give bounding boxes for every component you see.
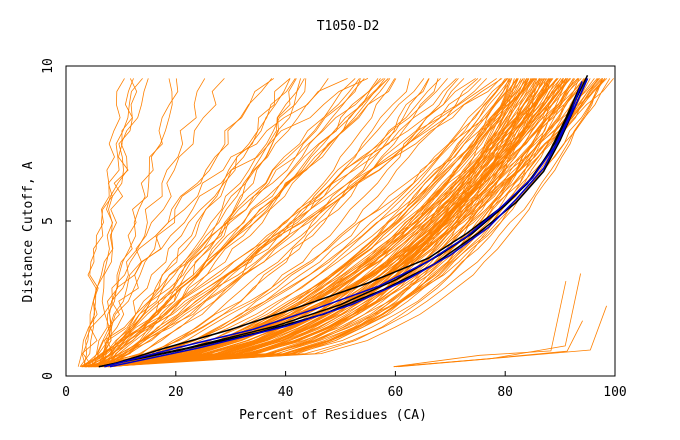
model-line (90, 78, 225, 367)
y-tick-label: 5 (41, 217, 56, 225)
chart-title: T1050-D2 (317, 19, 380, 34)
model-line (102, 78, 386, 368)
model-line (102, 78, 369, 367)
model-line (106, 78, 530, 368)
model-line (104, 78, 524, 368)
model-line (100, 78, 173, 367)
model-line (101, 78, 448, 368)
model-line (101, 78, 534, 368)
model-line (82, 78, 125, 367)
model-line (100, 78, 476, 368)
model-line (105, 78, 564, 368)
y-tick-label: 0 (41, 372, 56, 380)
model-line (86, 78, 497, 367)
model-line (96, 78, 586, 368)
model-line (81, 78, 365, 368)
model-line (95, 78, 307, 367)
highlight-line-blue-2 (109, 78, 589, 368)
model-line (94, 78, 430, 368)
model-line (106, 78, 396, 368)
x-axis-label: Percent of Residues (CA) (239, 408, 427, 423)
model-line (97, 78, 508, 368)
model-line (97, 78, 291, 367)
model-line (108, 78, 506, 368)
model-line (91, 78, 546, 368)
model-line (88, 78, 604, 368)
model-line (89, 78, 541, 368)
model-line (88, 78, 529, 368)
x-tick-label: 40 (278, 385, 294, 400)
y-tick-label: 10 (41, 58, 56, 74)
model-line (86, 78, 554, 368)
model-line (90, 78, 519, 368)
model-line (89, 78, 558, 368)
model-line (102, 78, 509, 368)
y-axis-label: Distance Cutoff, A (21, 161, 36, 302)
series-layer (77, 74, 614, 368)
model-line (92, 78, 296, 368)
model-line (79, 78, 389, 368)
model-line (85, 78, 535, 368)
model-line (88, 78, 549, 368)
model-line (104, 78, 381, 367)
model-line (103, 78, 273, 367)
model-line (88, 78, 603, 368)
model-line (98, 78, 329, 367)
x-tick-label: 60 (388, 385, 404, 400)
x-tick-label: 20 (168, 385, 184, 400)
model-line (84, 78, 602, 368)
model-line-low (395, 320, 583, 368)
model-line (83, 78, 348, 367)
model-line (81, 78, 509, 368)
model-line (92, 78, 482, 368)
model-line (88, 78, 558, 368)
model-line (111, 78, 397, 367)
model-line (111, 78, 430, 368)
model-line (98, 78, 206, 367)
x-tick-label: 80 (497, 385, 513, 400)
highlight-line-black-1 (98, 78, 589, 368)
model-line (87, 78, 301, 368)
model-line (103, 78, 457, 368)
model-line (98, 78, 561, 368)
model-line (92, 78, 391, 368)
model-line (87, 78, 575, 368)
model-line (110, 78, 567, 368)
model-line (91, 78, 567, 368)
model-line (83, 78, 502, 368)
x-tick-label: 0 (62, 385, 70, 400)
model-line (96, 78, 138, 367)
model-line (90, 78, 587, 368)
model-line (98, 78, 459, 368)
model-line (88, 78, 361, 368)
x-tick-label: 100 (603, 385, 626, 400)
model-line (90, 78, 439, 368)
model-line (96, 78, 510, 368)
x-axis-ticks: 0 20 40 60 80 100 (62, 371, 627, 400)
model-line (98, 78, 441, 368)
model-line (106, 78, 305, 368)
model-line (106, 78, 585, 368)
model-line (91, 78, 487, 368)
y-axis-ticks: 0 5 10 (41, 58, 71, 380)
model-line (82, 78, 384, 368)
model-line (81, 78, 519, 368)
model-line (77, 78, 149, 367)
model-line (95, 78, 410, 368)
model-line-low (393, 281, 567, 368)
model-line (105, 78, 425, 368)
